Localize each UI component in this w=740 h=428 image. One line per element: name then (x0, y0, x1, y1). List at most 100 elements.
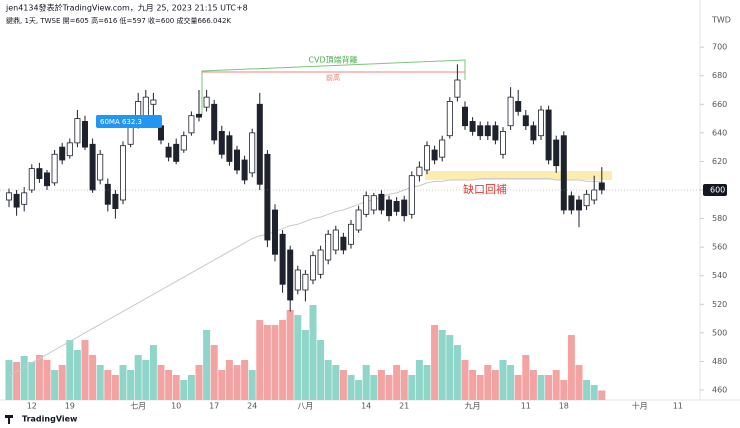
volume-bar (393, 365, 401, 400)
volume-bar (423, 365, 431, 400)
volume-bar (484, 365, 492, 400)
x-tick-label: 21 (399, 402, 409, 411)
volume-bar (499, 360, 507, 400)
candle-body (173, 143, 180, 162)
symbol-line: 鍵鼎, 1天, TWSE 開=605 高=616 低=597 收=600 成交量… (6, 16, 231, 25)
candle-body (492, 125, 499, 141)
x-tick-label: 10 (171, 402, 181, 411)
volume-bar (142, 360, 150, 400)
candle-body (568, 195, 575, 211)
volume-bar (507, 365, 515, 400)
volume-bar (51, 370, 59, 400)
volume-bar (149, 345, 157, 400)
ma-line (8, 178, 602, 377)
x-tick-label: 12 (27, 402, 37, 411)
y-tick-label: 700 (712, 43, 727, 52)
volume-bar (286, 310, 294, 400)
candle-body (97, 153, 104, 181)
candle-body (264, 153, 271, 241)
candle-body (393, 201, 400, 212)
x-tick-label: 24 (247, 402, 257, 411)
volume-bar (408, 375, 416, 400)
candle-body (507, 96, 514, 127)
volume-bar (453, 345, 461, 400)
volume-bar (279, 320, 287, 400)
candle-body (446, 101, 453, 137)
volume-bar (89, 355, 97, 400)
x-tick-label: 十月 (632, 401, 648, 411)
volume-bar (529, 370, 537, 400)
volume-bar (491, 370, 499, 400)
brand-logo (5, 415, 13, 424)
candle-body (74, 118, 81, 144)
gap-band (425, 171, 612, 180)
candle-body (385, 199, 392, 217)
y-tick-label: 500 (712, 328, 727, 337)
candle-body (89, 143, 96, 191)
volume-bar (301, 330, 309, 400)
candle-body (120, 145, 127, 201)
volume-bar (225, 360, 233, 400)
volume-bar (294, 315, 302, 400)
x-tick-label: 18 (559, 402, 569, 411)
ma-label-box (96, 115, 162, 128)
candle-body (522, 115, 529, 127)
volume-bar (431, 325, 439, 400)
candle-body (408, 175, 415, 215)
volume-bar (446, 335, 454, 400)
candle-body (165, 146, 172, 158)
candle-body (355, 209, 362, 231)
volume-bar (218, 370, 226, 400)
candle-body (82, 121, 89, 148)
author-line: jen4134發表於TradingView.com，九月 25, 2023 21… (5, 3, 248, 13)
candle-body (340, 236, 347, 251)
candle-body (423, 145, 430, 171)
candle-body (461, 106, 468, 127)
volume-bar (339, 370, 347, 400)
ma-label: 60MA 632.3 (100, 118, 142, 126)
candle-body (249, 132, 256, 174)
volume-bar (96, 365, 104, 400)
candle-body (484, 125, 491, 137)
volume-bar (157, 365, 165, 400)
volume-bar (5, 360, 13, 400)
volume-bar (73, 350, 81, 400)
volume-bar (43, 360, 51, 400)
candle-body (271, 209, 278, 255)
candle-body (36, 168, 43, 179)
volume-bar (104, 370, 112, 400)
volume-bar (377, 370, 385, 400)
x-tick-label: 17 (209, 402, 219, 411)
candle-body (256, 103, 263, 185)
volume-bar (514, 375, 522, 400)
y-tick-label: 480 (712, 357, 727, 366)
volume-bar (347, 375, 355, 400)
volume-bar (317, 340, 325, 400)
volume-bar (180, 380, 188, 400)
volume-bar (256, 320, 264, 400)
candle-body (431, 149, 438, 161)
plot (0, 46, 704, 400)
volume-bar (28, 362, 36, 400)
volume-bar (415, 360, 423, 400)
volume-bar (271, 325, 279, 400)
divergence-line (201, 59, 466, 115)
volume-bar (583, 380, 591, 400)
last-price-label: 600 (710, 186, 725, 195)
candle-body (560, 135, 567, 211)
volume-bar (438, 330, 446, 400)
volume-bar (172, 375, 180, 400)
y-tick-label: 460 (712, 386, 727, 395)
x-tick-label: 19 (65, 402, 75, 411)
candle-body (21, 192, 28, 205)
candle-body (499, 131, 506, 155)
volume-bar (385, 375, 393, 400)
candle-body (363, 195, 370, 215)
candle-body (104, 183, 111, 205)
candle-body (13, 193, 20, 208)
x-tick-label: 八月 (297, 402, 313, 411)
volume-bar (476, 375, 484, 400)
volume-bar (469, 370, 477, 400)
candle-body (218, 131, 225, 155)
